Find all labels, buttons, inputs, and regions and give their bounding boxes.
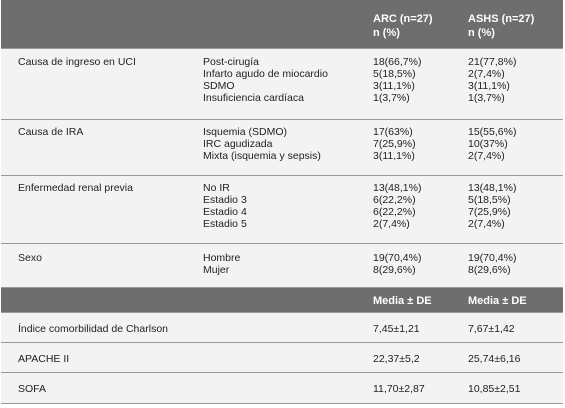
subheader-arc: Media ± DE: [373, 295, 432, 307]
arc-value: 22,37±5,2: [373, 353, 420, 365]
ashs-value: 2(7,4%): [468, 150, 505, 162]
ashs-value: 3(11,1%): [468, 80, 510, 92]
item-label: Mujer: [203, 264, 230, 276]
ashs-value: 5(18,5%): [468, 194, 511, 206]
group-row: Sexo Hombre Mujer 19(70,4%) 8(29,6%) 19(…: [1, 243, 563, 287]
arc-value: 6(22,2%): [373, 194, 416, 206]
ashs-value: 19(70,4%): [468, 252, 517, 264]
group-items: Isquemia (SDMO) IRC agudizada Mixta (isq…: [203, 126, 321, 162]
ashs-value: 2(7,4%): [468, 68, 505, 80]
arc-values: 13(48,1%) 6(22,2%) 6(22,2%) 2(7,4%): [373, 182, 421, 230]
ashs-value: 25,74±6,16: [468, 353, 521, 365]
item-label: No IR: [203, 182, 230, 194]
item-label: Post-cirugía: [203, 56, 260, 68]
item-label: Isquemia (SDMO): [203, 126, 288, 138]
arc-values: 17(63%) 7(25,9%) 3(11,1%): [373, 126, 416, 162]
arc-values: 19(70,4%) 8(29,6%): [373, 252, 421, 276]
arc-value: 18(66,7%): [373, 56, 422, 68]
item-label: Mixta (isquemia y sepsis): [203, 150, 321, 162]
group-items: Post-cirugía Infarto agudo de miocardio …: [203, 56, 328, 104]
arc-value: 7,45±1,21: [373, 323, 420, 335]
group-label: Causa de IRA: [18, 126, 84, 138]
arc-values: 18(66,7%) 5(18,5%) 3(11,1%) 1(3,7%): [373, 56, 421, 104]
group-label: Sexo: [18, 252, 42, 264]
group-row: Causa de IRA Isquemia (SDMO) IRC agudiza…: [1, 119, 563, 175]
arc-value: 13(48,1%): [373, 182, 422, 194]
header-ashs-unit: n (%): [468, 27, 495, 39]
score-label: Índice comorbilidad de Charlson: [18, 323, 168, 335]
score-row: APACHE II 22,37±5,2 25,74±6,16: [1, 342, 563, 372]
group-label: Causa de ingreso en UCI: [18, 56, 136, 68]
ashs-value: 10,85±2,51: [468, 383, 521, 395]
group-label: Enfermedad renal previa: [18, 182, 133, 194]
score-label: SOFA: [18, 383, 47, 395]
group-row: Enfermedad renal previa No IR Estadio 3 …: [1, 175, 563, 243]
group-row: Causa de ingreso en UCI Post-cirugía Inf…: [1, 48, 563, 119]
arc-value: 7(25,9%): [373, 138, 416, 150]
ashs-value: 7,67±1,42: [468, 323, 515, 335]
table-header: ARC (n=27) n (%) ASHS (n=27) n (%): [1, 0, 563, 48]
item-label: Estadio 4: [203, 206, 247, 218]
ashs-value: 21(77,8%): [468, 56, 517, 68]
ashs-value: 2(7,4%): [468, 218, 505, 230]
ashs-values: 15(55,6%) 10(37%) 2(7,4%): [468, 126, 516, 162]
header-arc: ARC (n=27) n (%): [373, 12, 433, 40]
score-row: SOFA 11,70±2,87 10,85±2,51: [1, 372, 563, 403]
arc-value: 3(11,1%): [373, 80, 415, 92]
group-items: No IR Estadio 3 Estadio 4 Estadio 5: [203, 182, 247, 230]
ashs-value: 15(55,6%): [468, 126, 517, 138]
group-items: Hombre Mujer: [203, 252, 240, 276]
arc-value: 8(29,6%): [373, 264, 416, 276]
table-bottom-border: [1, 403, 563, 404]
ashs-value: 1(3,7%): [468, 92, 505, 104]
arc-value: 11,70±2,87: [373, 383, 425, 395]
arc-value: 1(3,7%): [373, 92, 410, 104]
arc-value: 19(70,4%): [373, 252, 422, 264]
item-label: Estadio 5: [203, 218, 247, 230]
score-label: APACHE II: [18, 353, 70, 365]
header-ashs: ASHS (n=27) n (%): [468, 12, 534, 40]
ashs-value: 13(48,1%): [468, 182, 517, 194]
item-label: SDMO: [203, 80, 235, 92]
arc-value: 17(63%): [373, 126, 413, 138]
header-ashs-title: ASHS (n=27): [468, 13, 535, 25]
arc-value: 5(18,5%): [373, 68, 416, 80]
score-row: Índice comorbilidad de Charlson 7,45±1,2…: [1, 312, 563, 342]
item-label: Insuficiencia cardíaca: [203, 92, 304, 104]
arc-value: 3(11,1%): [373, 150, 415, 162]
table-subheader: Media ± DE Media ± DE: [1, 287, 563, 312]
header-arc-title: ARC (n=27): [373, 13, 433, 25]
item-label: Hombre: [203, 252, 241, 264]
arc-value: 2(7,4%): [373, 218, 410, 230]
arc-value: 6(22,2%): [373, 206, 416, 218]
ashs-value: 8(29,6%): [468, 264, 511, 276]
ashs-value: 10(37%): [468, 138, 508, 150]
item-label: Infarto agudo de miocardio: [203, 68, 328, 80]
ashs-value: 7(25,9%): [468, 206, 511, 218]
item-label: IRC agudizada: [203, 138, 273, 150]
header-arc-unit: n (%): [373, 27, 400, 39]
ashs-values: 21(77,8%) 2(7,4%) 3(11,1%) 1(3,7%): [468, 56, 516, 104]
item-label: Estadio 3: [203, 194, 247, 206]
ashs-values: 13(48,1%) 5(18,5%) 7(25,9%) 2(7,4%): [468, 182, 516, 230]
subheader-ashs: Media ± DE: [468, 295, 527, 307]
ashs-values: 19(70,4%) 8(29,6%): [468, 252, 516, 276]
